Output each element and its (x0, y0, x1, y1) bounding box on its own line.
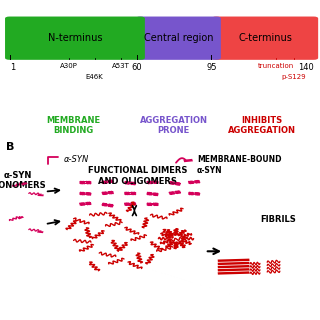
Text: FUNCTIONAL DIMERS
AND OLIGOMERS: FUNCTIONAL DIMERS AND OLIGOMERS (88, 166, 187, 186)
Text: A30P: A30P (60, 63, 78, 69)
FancyBboxPatch shape (136, 17, 221, 60)
Polygon shape (37, 194, 44, 196)
Text: α-SYN
MONOMERS: α-SYN MONOMERS (0, 171, 45, 190)
Polygon shape (183, 159, 193, 162)
Polygon shape (192, 192, 195, 194)
Polygon shape (83, 183, 86, 184)
Polygon shape (105, 180, 108, 182)
Text: AGGREGATION
PRONE: AGGREGATION PRONE (140, 116, 208, 135)
FancyBboxPatch shape (212, 17, 318, 60)
Text: C-terminus: C-terminus (238, 33, 292, 43)
Polygon shape (128, 182, 131, 183)
Text: FIBRILS: FIBRILS (260, 215, 296, 224)
Text: E46K: E46K (86, 74, 104, 80)
Text: INHIBITS
AGGREGATION: INHIBITS AGGREGATION (228, 116, 296, 135)
Polygon shape (105, 192, 108, 193)
Polygon shape (128, 204, 131, 205)
Polygon shape (105, 204, 109, 205)
Text: MEMBRANE
BINDING: MEMBRANE BINDING (46, 116, 100, 135)
Polygon shape (127, 183, 131, 184)
Text: 1: 1 (10, 63, 15, 72)
Polygon shape (172, 183, 175, 185)
Polygon shape (128, 194, 131, 195)
Polygon shape (83, 181, 86, 182)
Polygon shape (128, 192, 131, 193)
Polygon shape (17, 216, 24, 220)
Text: B: B (6, 142, 15, 152)
Text: α-SYN: α-SYN (64, 155, 89, 164)
Polygon shape (218, 262, 250, 265)
Text: truncation: truncation (258, 63, 294, 69)
Polygon shape (128, 203, 131, 204)
Polygon shape (218, 265, 250, 268)
Polygon shape (83, 194, 86, 195)
Polygon shape (191, 181, 195, 182)
Text: A53T: A53T (112, 63, 130, 69)
Polygon shape (150, 182, 154, 184)
Text: 140: 140 (298, 63, 314, 72)
Polygon shape (150, 203, 153, 204)
Polygon shape (172, 193, 176, 194)
Polygon shape (218, 259, 250, 262)
Polygon shape (192, 182, 195, 183)
Polygon shape (21, 182, 28, 186)
Polygon shape (105, 205, 108, 206)
Text: 95: 95 (206, 63, 217, 72)
Polygon shape (172, 191, 175, 193)
Polygon shape (37, 231, 44, 233)
Polygon shape (150, 194, 153, 195)
Text: Central region: Central region (144, 33, 213, 43)
Text: p-S129: p-S129 (282, 74, 306, 80)
Polygon shape (105, 182, 109, 183)
Polygon shape (150, 204, 153, 205)
Text: 60: 60 (131, 63, 142, 72)
Polygon shape (83, 204, 86, 205)
Polygon shape (150, 181, 153, 182)
Polygon shape (192, 194, 195, 195)
Polygon shape (105, 193, 109, 194)
Polygon shape (172, 182, 176, 183)
Polygon shape (83, 192, 86, 194)
Polygon shape (83, 203, 86, 204)
Polygon shape (218, 268, 250, 271)
Polygon shape (218, 271, 250, 275)
FancyBboxPatch shape (5, 17, 145, 60)
Text: N-terminus: N-terminus (48, 33, 102, 43)
Polygon shape (150, 193, 154, 194)
Text: MEMBRANE-BOUND
α-SYN: MEMBRANE-BOUND α-SYN (197, 155, 281, 175)
